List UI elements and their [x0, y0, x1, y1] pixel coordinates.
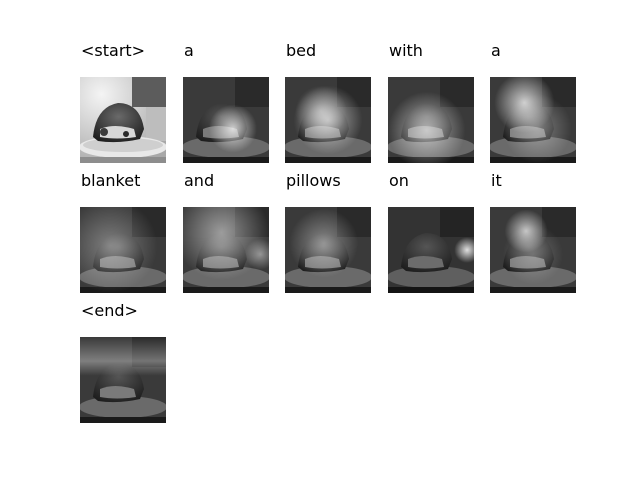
original-image	[80, 77, 166, 163]
word-label: it	[491, 171, 502, 191]
attention-panel-bed: bed	[285, 41, 371, 163]
attention-panel-and: and	[183, 171, 269, 293]
attention-map	[388, 77, 474, 163]
word-label: with	[389, 41, 423, 61]
word-label: a	[184, 41, 194, 61]
word-label: pillows	[286, 171, 341, 191]
word-label: and	[184, 171, 214, 191]
attention-map	[388, 207, 474, 293]
attention-map	[490, 207, 576, 293]
attention-map	[285, 207, 371, 293]
attention-panel-it: it	[490, 171, 576, 293]
attention-panel-start: <start>	[80, 41, 166, 163]
attention-panel-on: on	[388, 171, 474, 293]
attention-panel-a-2: a	[490, 41, 576, 163]
word-label: <start>	[81, 41, 145, 61]
attention-panel-blanket: blanket	[80, 171, 166, 293]
attention-map	[183, 77, 269, 163]
word-label: a	[491, 41, 501, 61]
word-label: <end>	[81, 301, 138, 321]
word-label: blanket	[81, 171, 140, 191]
attention-map	[80, 207, 166, 293]
attention-map	[285, 77, 371, 163]
attention-panel-a: a	[183, 41, 269, 163]
attention-map	[183, 207, 269, 293]
attention-map	[490, 77, 576, 163]
attention-panel-with: with	[388, 41, 474, 163]
attention-map	[80, 337, 166, 423]
word-label: on	[389, 171, 409, 191]
attention-panel-pillows: pillows	[285, 171, 371, 293]
word-label: bed	[286, 41, 316, 61]
attention-panel-end: <end>	[80, 301, 166, 423]
